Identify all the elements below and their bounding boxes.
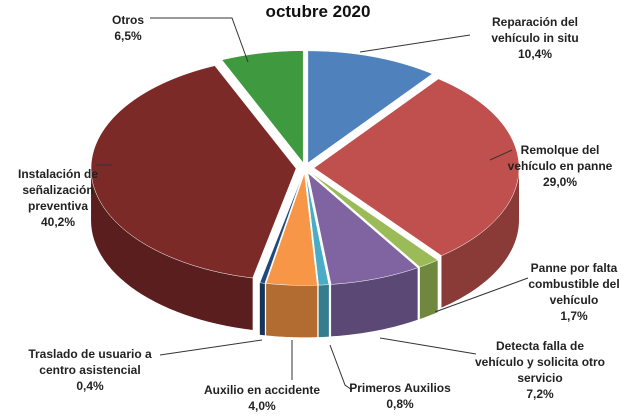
value-label: 40,2% bbox=[40, 215, 76, 229]
slice-top bbox=[259, 173, 304, 284]
slice-wall bbox=[266, 283, 318, 338]
value-label: 1,7% bbox=[560, 309, 588, 323]
category-label: Detecta falla de vehículo y solicita otr… bbox=[474, 339, 606, 385]
slice-top bbox=[307, 172, 419, 285]
leader-line bbox=[359, 34, 471, 53]
slice-wall bbox=[259, 282, 265, 336]
slice-label: Otros 6,5% bbox=[98, 12, 158, 44]
slice-top bbox=[90, 65, 297, 279]
slice-top bbox=[307, 50, 433, 164]
leader-line bbox=[434, 277, 529, 313]
category-label: Primeros Auxilios bbox=[349, 381, 451, 395]
chart-title: octubre 2020 bbox=[265, 2, 371, 21]
slice-label: Instalación de señalización preventiva 40… bbox=[8, 166, 108, 230]
category-label: Panne por falta combustible del vehículo bbox=[528, 261, 620, 307]
slice-label: Detecta falla de vehículo y solicita otr… bbox=[470, 338, 610, 402]
pie-slice bbox=[90, 65, 297, 330]
slice-label: Auxilio en accidente 4,0% bbox=[202, 382, 322, 414]
slice-label: Primeros Auxilios 0,8% bbox=[345, 380, 455, 412]
pie-slice bbox=[313, 78, 520, 308]
slice-top bbox=[313, 78, 520, 256]
slice-top bbox=[221, 50, 304, 164]
leader-line bbox=[159, 339, 263, 356]
value-label: 6,5% bbox=[114, 29, 142, 43]
leader-line bbox=[150, 17, 249, 63]
leader-line bbox=[329, 344, 353, 391]
pie-slice bbox=[310, 172, 439, 320]
category-label: Remolque del vehículo en panne bbox=[507, 143, 613, 173]
slice-label: Panne por falta combustible del vehículo… bbox=[519, 260, 629, 324]
leader-line bbox=[379, 337, 477, 355]
slice-top bbox=[310, 172, 439, 268]
slice-wall bbox=[331, 267, 418, 337]
value-label: 29,0% bbox=[542, 175, 578, 189]
category-label: Auxilio en accidente bbox=[203, 383, 321, 397]
value-label: 0,4% bbox=[76, 379, 104, 393]
value-label: 7,2% bbox=[526, 387, 554, 401]
category-label: Instalación de señalización preventiva bbox=[17, 167, 99, 213]
pie-slice bbox=[305, 173, 330, 338]
value-label: 0,8% bbox=[386, 397, 414, 411]
leader-line bbox=[489, 149, 513, 161]
slice-label: Reparación del vehículo in situ 10,4% bbox=[480, 14, 590, 62]
slice-wall bbox=[419, 260, 438, 320]
slice-wall bbox=[441, 167, 519, 308]
slice-label: Traslado de usuario a centro asistencial… bbox=[15, 346, 165, 394]
slice-top bbox=[305, 173, 330, 286]
category-label: Otros bbox=[111, 13, 144, 27]
category-label: Traslado de usuario a centro asistencial bbox=[28, 347, 152, 377]
pie-slice bbox=[221, 50, 304, 164]
pie-slice bbox=[265, 173, 318, 338]
slice-top bbox=[265, 173, 318, 286]
pie-slice bbox=[307, 50, 433, 164]
slice-label: Remolque del vehículo en panne 29,0% bbox=[505, 142, 615, 190]
pie-slice bbox=[259, 173, 304, 336]
value-label: 10,4% bbox=[517, 47, 553, 61]
slice-wall bbox=[318, 284, 329, 338]
leader-lines bbox=[96, 17, 529, 391]
pie-slice bbox=[307, 172, 419, 337]
category-label: Reparación del vehículo in situ bbox=[491, 15, 579, 45]
value-label: 4,0% bbox=[248, 399, 276, 413]
slice-wall bbox=[91, 168, 253, 330]
